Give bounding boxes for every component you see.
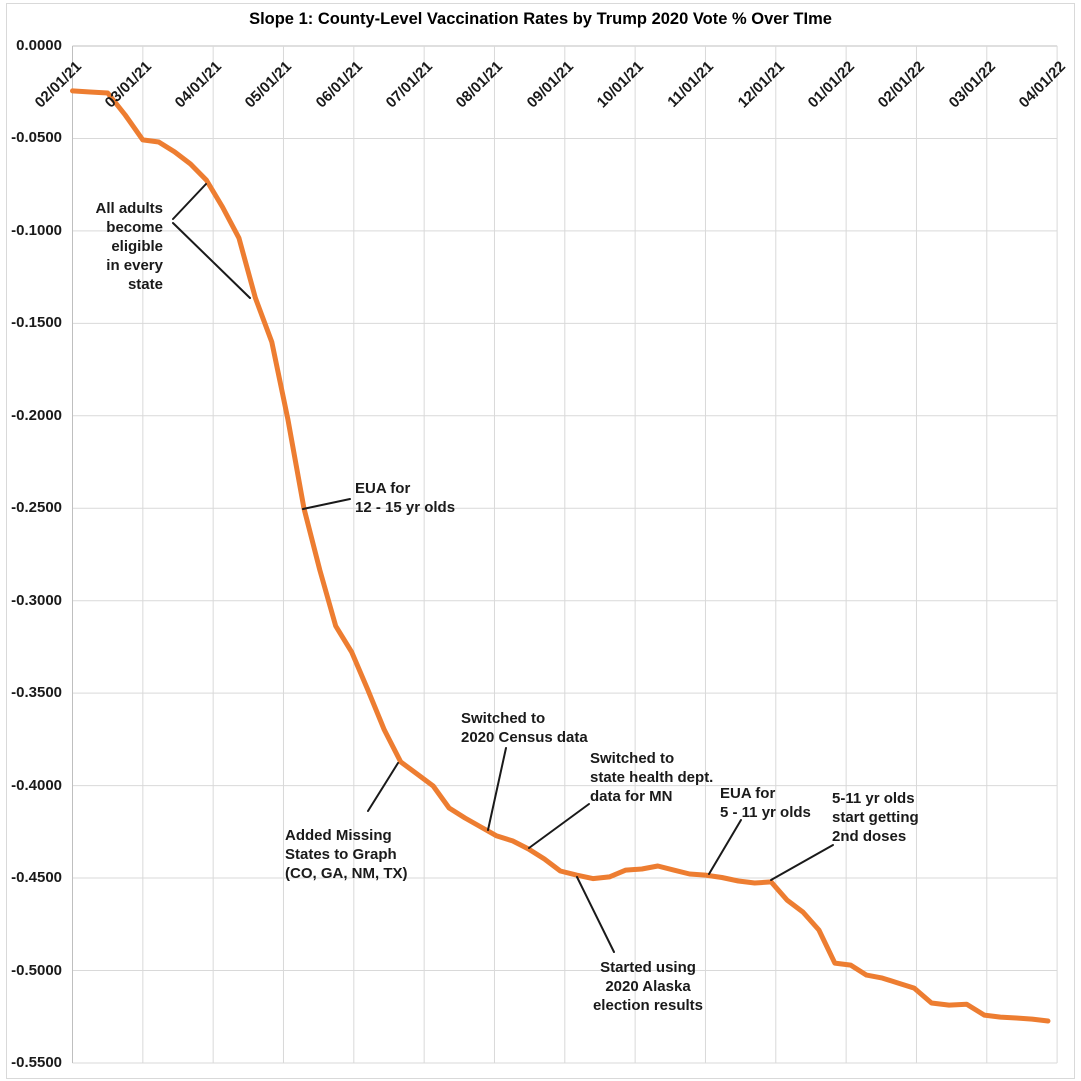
- y-tick-label: -0.3500: [11, 684, 62, 702]
- y-tick-label: -0.4000: [11, 776, 62, 794]
- annotation-eua-12-15: EUA for 12 - 15 yr olds: [355, 480, 456, 516]
- y-tick-label: -0.1500: [11, 314, 62, 332]
- leader-line-all-adults-eligible: [172, 222, 251, 299]
- leader-line-five-eleven-second-doses: [770, 844, 834, 881]
- annotation-switched-2020-census: Switched to 2020 Census data: [461, 710, 588, 746]
- leader-line-switched-2020-census: [487, 747, 507, 831]
- annotation-switched-mn-health-dept: Switched to state health dept. data for …: [590, 750, 714, 805]
- chart-title: Slope 1: County-Level Vaccination Rates …: [249, 10, 832, 28]
- annotation-five-eleven-second-doses: 5-11 yr olds start getting 2nd doses: [832, 790, 919, 845]
- y-tick-label: -0.2500: [11, 499, 62, 517]
- leader-line-eua-5-11: [708, 819, 742, 875]
- annotation-eua-5-11: EUA for 5 - 11 yr olds: [720, 785, 811, 821]
- annotation-all-adults-eligible: All adults become eligible in every stat…: [95, 200, 163, 293]
- y-tick-label: -0.3000: [11, 591, 62, 609]
- annotation-added-missing-states: Added Missing States to Graph (CO, GA, N…: [285, 827, 408, 882]
- y-tick-label: -0.2000: [11, 406, 62, 424]
- leader-line-switched-mn-health-dept: [528, 803, 590, 849]
- y-tick-label: -0.0500: [11, 129, 62, 147]
- y-tick-label: -0.5000: [11, 961, 62, 979]
- y-tick-label: -0.4500: [11, 869, 62, 887]
- annotation-leader-lines: [172, 183, 834, 953]
- leader-line-added-missing-states: [367, 762, 399, 812]
- annotation-alaska-election-results: Started using 2020 Alaska election resul…: [592, 959, 704, 1014]
- y-tick-label: 0.0000: [16, 37, 62, 54]
- leader-line-all-adults-eligible: [172, 183, 207, 220]
- leader-line-eua-12-15: [302, 498, 351, 510]
- y-tick-label: -0.1000: [11, 221, 62, 239]
- y-tick-label: -0.5500: [11, 1053, 62, 1071]
- leader-line-alaska-election-results: [576, 876, 615, 953]
- vaccination-slope-line: [70, 88, 1051, 1024]
